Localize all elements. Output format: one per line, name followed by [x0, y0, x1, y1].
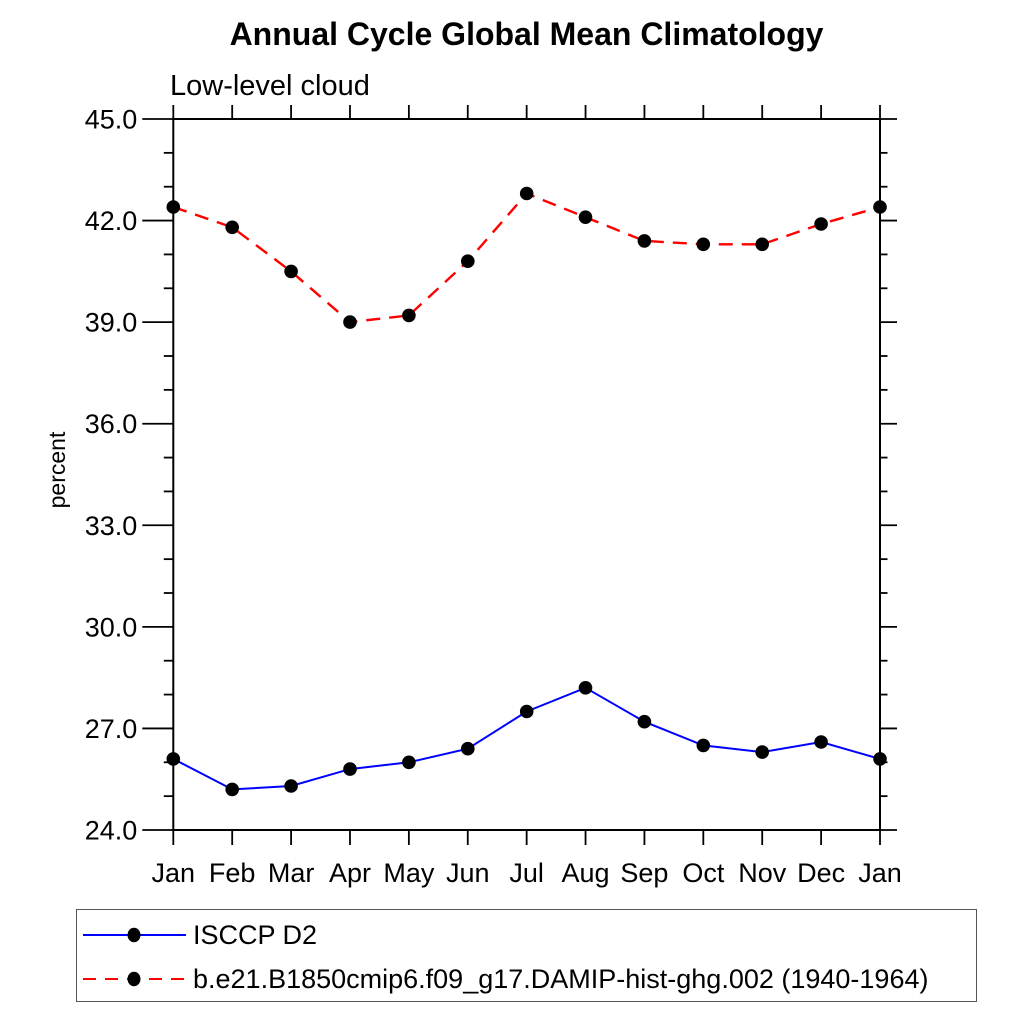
y-axis-ticks: [142, 118, 897, 831]
series-0-line: [172, 686, 881, 791]
legend-item-model: b.e21.B1850cmip6.f09_g17.DAMIP-hist-ghg.…: [83, 964, 928, 994]
svg-text:Jun: Jun: [446, 858, 490, 888]
svg-text:45.0: 45.0: [85, 105, 138, 135]
svg-text:Feb: Feb: [209, 858, 256, 888]
svg-text:39.0: 39.0: [85, 308, 138, 338]
legend-item-isccp: ISCCP D2: [83, 920, 317, 950]
svg-text:Dec: Dec: [797, 858, 845, 888]
svg-text:Sep: Sep: [620, 858, 668, 888]
chart-title: Annual Cycle Global Mean Climatology: [229, 16, 824, 52]
svg-text:Nov: Nov: [738, 858, 787, 888]
svg-text:30.0: 30.0: [85, 612, 138, 642]
plot-frame: [172, 118, 882, 831]
x-axis-ticks: [172, 105, 881, 845]
svg-text:Apr: Apr: [329, 858, 371, 888]
legend-line-sample-dashed: [83, 971, 186, 987]
svg-text:42.0: 42.0: [85, 206, 138, 236]
svg-text:27.0: 27.0: [85, 714, 138, 744]
svg-text:36.0: 36.0: [85, 409, 138, 439]
svg-text:24.0: 24.0: [85, 816, 138, 846]
svg-text:Jul: Jul: [509, 858, 544, 888]
svg-text:Aug: Aug: [562, 858, 610, 888]
x-axis-tick-labels: Jan Feb Mar Apr May Jun Jul Aug Sep Oct Nov Dec Jan: [152, 858, 902, 888]
svg-text:Jan: Jan: [152, 858, 196, 888]
legend-label-model: b.e21.B1850cmip6.f09_g17.DAMIP-hist-ghg.…: [193, 964, 929, 994]
svg-text:May: May: [383, 858, 435, 888]
svg-text:Oct: Oct: [682, 858, 725, 888]
series-0-markers: [166, 681, 887, 797]
series-1-markers: [166, 186, 887, 329]
y-axis-tick-labels: 24.0 27.0 30.0 33.0 36.0 39.0 42.0 45.0: [85, 105, 138, 846]
legend: ISCCP D2 b.e21.B1850cmip6.f09_g17.DAMIP-…: [76, 909, 977, 1002]
svg-text:Jan: Jan: [858, 858, 902, 888]
chart-subtitle: Low-level cloud: [170, 70, 370, 102]
legend-marker-dot-icon: [127, 927, 141, 943]
legend-label-isccp: ISCCP D2: [193, 920, 318, 950]
svg-text:33.0: 33.0: [85, 511, 138, 541]
legend-line-sample-solid: [83, 927, 186, 943]
legend-marker-dot-icon: [127, 971, 141, 987]
svg-text:Mar: Mar: [268, 858, 315, 888]
series-1-line: [172, 192, 881, 324]
